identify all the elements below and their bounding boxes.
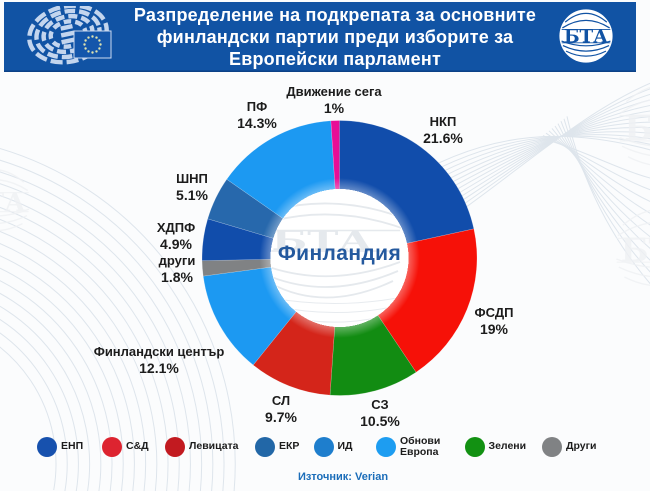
slice-label-dvizhenie-sega: Движение сега 1% xyxy=(286,84,382,116)
slice-label-sl: СЛ 9.7% xyxy=(265,393,297,425)
svg-text:БТА: БТА xyxy=(564,26,608,47)
header-banner: Разпределение на подкрепата за основните… xyxy=(4,2,636,72)
chart-center-country-label: Финландия xyxy=(277,242,402,265)
legend-item-drugi: Други xyxy=(542,430,596,464)
bta-watermark-right: БТА xyxy=(616,210,650,286)
legend-item-sd: С&Д xyxy=(102,430,149,464)
legend-swatch-sd xyxy=(102,437,122,457)
title-line-1: Разпределение на подкрепата за основните xyxy=(133,5,537,25)
bta-logo: БТА xyxy=(559,9,613,63)
european-parliament-logo xyxy=(27,6,112,65)
bta-watermark-left: БТА xyxy=(0,169,30,232)
svg-text:БТА: БТА xyxy=(624,108,650,149)
slice-label-fin-center: Финландски център 12.1% xyxy=(93,344,225,376)
legend-swatch-enp xyxy=(37,437,57,457)
slice-label-hdpf: ХДПФ 4.9% xyxy=(156,220,196,252)
legend-item-levicata: Левицата xyxy=(165,430,239,464)
legend-swatch-ekr xyxy=(255,437,275,457)
svg-text:БТА: БТА xyxy=(0,187,26,218)
slice-label-pf: ПФ 14.3% xyxy=(237,99,277,131)
slice-label-sz: СЗ 10.5% xyxy=(360,397,400,429)
svg-text:БТА: БТА xyxy=(621,230,650,269)
slice-label-nkp: НКП 21.6% xyxy=(423,114,463,146)
svg-text:БТА: БТА xyxy=(272,226,373,257)
legend-swatch-zeleni xyxy=(464,437,485,457)
slice-label-fsdp: ФСДП 19% xyxy=(474,305,514,337)
legend-swatch-levicata xyxy=(165,437,185,457)
page-title: Разпределение на подкрепата за основните… xyxy=(121,4,549,70)
slice-label-drugi: други 1.8% xyxy=(158,253,196,285)
legend-item-id: ИД xyxy=(313,430,353,464)
bta-watermark-right-top: БТА xyxy=(619,86,650,166)
legend: ЕНП С&Д Левицата ЕКР ИД Обнови Европа Зел… xyxy=(0,430,650,464)
legend-item-enp: ЕНП xyxy=(37,430,83,464)
source-caption: Източник: Verian xyxy=(297,471,389,483)
title-line-2: финландски партии преди изборите за xyxy=(156,27,514,47)
legend-item-zeleni: Зелени xyxy=(464,430,526,464)
legend-item-ekr: ЕКР xyxy=(255,430,299,464)
slice-label-shnp: ШНП 5.1% xyxy=(176,171,208,203)
title-line-3: Европейски парламент xyxy=(229,49,441,69)
legend-swatch-obnovi-evropa xyxy=(376,437,396,457)
legend-swatch-drugi xyxy=(542,437,562,457)
legend-swatch-id xyxy=(313,437,334,457)
legend-item-obnovi-evropa: Обнови Европа xyxy=(376,430,440,464)
